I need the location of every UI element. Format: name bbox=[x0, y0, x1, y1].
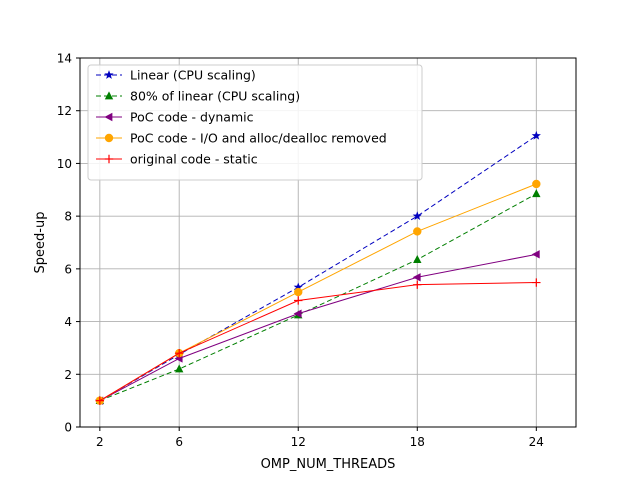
legend-box bbox=[87, 64, 423, 181]
x-tick-label: 6 bbox=[175, 435, 183, 449]
legend: Linear (CPU scaling) 80% of linear (CPU s… bbox=[87, 64, 423, 181]
y-tick-label: 8 bbox=[64, 210, 72, 224]
y-tick-label: 14 bbox=[57, 52, 72, 66]
legend-item: PoC code - dynamic bbox=[96, 110, 254, 125]
legend-label: 80% of linear (CPU scaling) bbox=[130, 89, 300, 104]
y-tick-label: 0 bbox=[64, 421, 72, 435]
x-tick-label: 18 bbox=[410, 435, 425, 449]
data-point bbox=[95, 396, 105, 405]
plot-frame bbox=[79, 57, 577, 428]
legend-marker bbox=[104, 154, 114, 164]
x-axis-ticks: 2 6 12 18 24 bbox=[96, 427, 544, 449]
legend-item: 80% of linear (CPU scaling) bbox=[96, 89, 300, 104]
legend-label: Linear (CPU scaling) bbox=[130, 68, 256, 83]
y-axis-label: Speed-up bbox=[33, 212, 48, 274]
data-point bbox=[175, 349, 184, 358]
data-point bbox=[531, 250, 540, 259]
data-point bbox=[293, 282, 303, 292]
data-point bbox=[413, 227, 422, 236]
y-tick-label: 10 bbox=[57, 157, 72, 171]
data-point bbox=[531, 130, 541, 140]
data-point bbox=[412, 273, 421, 282]
data-point bbox=[175, 364, 184, 373]
data-point bbox=[532, 278, 541, 287]
data-point bbox=[293, 309, 302, 318]
y-tick-label: 12 bbox=[57, 104, 72, 118]
legend-marker bbox=[104, 133, 114, 143]
legend-item: Linear (CPU scaling) bbox=[96, 68, 256, 83]
data-point bbox=[413, 255, 422, 263]
series-layer bbox=[95, 130, 541, 405]
legend-marker bbox=[104, 112, 113, 122]
legend-item: PoC code - I/O and alloc/dealloc removed bbox=[96, 131, 387, 146]
legend-label: PoC code - dynamic bbox=[130, 110, 254, 125]
y-axis-ticks: 0 2 4 6 8 10 12 14 bbox=[57, 52, 80, 435]
y-tick-label: 2 bbox=[64, 368, 72, 382]
series-4 bbox=[95, 278, 541, 405]
legend-marker bbox=[104, 91, 114, 100]
legend-item: original code - static bbox=[96, 152, 258, 167]
x-tick-label: 2 bbox=[96, 435, 104, 449]
x-axis-label: OMP_NUM_THREADS bbox=[261, 457, 396, 472]
legend-label: original code - static bbox=[130, 152, 258, 167]
legend-marker bbox=[104, 70, 114, 79]
x-tick-label: 24 bbox=[529, 435, 544, 449]
data-point bbox=[532, 179, 541, 189]
x-tick-label: 12 bbox=[291, 435, 306, 449]
data-point bbox=[412, 211, 422, 221]
y-tick-label: 4 bbox=[64, 315, 72, 329]
data-point bbox=[413, 280, 422, 289]
legend-label: PoC code - I/O and alloc/dealloc removed bbox=[130, 131, 387, 146]
data-point bbox=[532, 189, 541, 198]
data-point bbox=[294, 296, 303, 305]
y-tick-label: 6 bbox=[64, 262, 72, 276]
data-point bbox=[294, 287, 303, 297]
